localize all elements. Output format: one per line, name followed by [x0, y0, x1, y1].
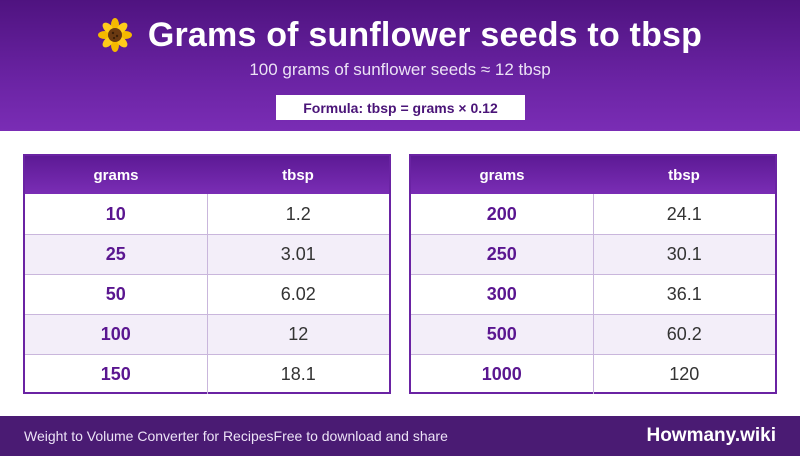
tbsp-cell: 36.1	[666, 284, 702, 304]
tbsp-cell: 1.2	[285, 203, 311, 224]
footer-tagline: Weight to Volume Converter for RecipesFr…	[24, 428, 448, 444]
table-row: 100 12	[25, 314, 389, 354]
page-subtitle: 100 grams of sunflower seeds ≈ 12 tbsp	[249, 60, 551, 79]
table-row: 50 6.02	[25, 274, 389, 314]
table-row: 250 30.1	[411, 234, 775, 274]
column-header-tbsp: tbsp	[282, 166, 314, 184]
grams-cell: 250	[411, 235, 594, 274]
tbsp-cell: 18.1	[280, 364, 316, 384]
grams-cell: 150	[25, 355, 208, 394]
grams-cell: 100	[25, 315, 208, 354]
tbsp-cell: 6.02	[280, 284, 316, 304]
tbsp-cell: 3.01	[280, 244, 316, 264]
table-header: grams tbsp	[411, 156, 775, 194]
footer-brand-link[interactable]: Howmany.wiki	[646, 425, 776, 446]
grams-cell: 1000	[411, 355, 594, 394]
formula-box: Formula: tbsp = grams × 0.12	[276, 95, 525, 120]
column-header-tbsp: tbsp	[668, 166, 700, 184]
tbsp-cell: 24.1	[666, 203, 702, 224]
grams-cell: 50	[25, 275, 208, 314]
grams-cell: 25	[25, 235, 208, 274]
title-row: Grams of sunflower seeds to tbsp	[0, 14, 800, 56]
table-row: 500 60.2	[411, 314, 775, 354]
grams-cell: 300	[411, 275, 594, 314]
table-row: 25 3.01	[25, 234, 389, 274]
table-row: 150 18.1	[25, 354, 389, 394]
table-row: 200 24.1	[411, 194, 775, 234]
tbsp-cell: 12	[288, 324, 309, 344]
table-row: 10 1.2	[25, 194, 389, 234]
table-row: 1000 120	[411, 354, 775, 394]
grams-cell: 500	[411, 315, 594, 354]
column-header-grams: grams	[479, 166, 525, 184]
tbsp-cell: 120	[669, 364, 700, 384]
page-title: Grams of sunflower seeds to tbsp	[147, 15, 703, 54]
conversion-table-left: grams tbsp 10 1.2 25 3.01 50 6.02 100 12…	[23, 154, 391, 394]
conversion-table-right: grams tbsp 200 24.1 250 30.1 300 36.1 50…	[409, 154, 777, 394]
tbsp-cell: 60.2	[666, 324, 702, 344]
grams-cell: 10	[25, 194, 208, 234]
column-header-grams: grams	[93, 166, 139, 184]
table-row: 300 36.1	[411, 274, 775, 314]
sunflower-icon	[97, 18, 132, 52]
footer-bar: Weight to Volume Converter for RecipesFr…	[0, 416, 800, 456]
grams-cell: 200	[411, 194, 594, 234]
tbsp-cell: 30.1	[666, 244, 702, 264]
header-banner: Grams of sunflower seeds to tbsp 100 gra…	[0, 0, 800, 131]
table-header: grams tbsp	[25, 156, 389, 194]
